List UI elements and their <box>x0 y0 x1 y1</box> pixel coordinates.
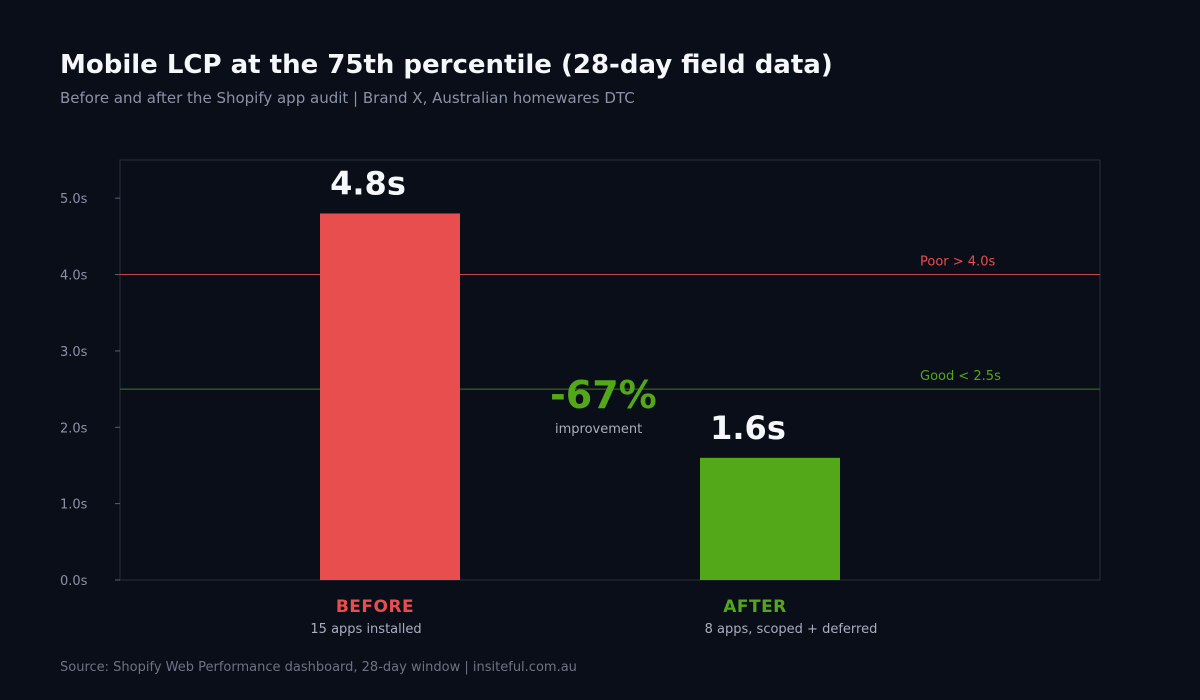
y-tick-label: 4.0s <box>60 269 88 284</box>
bar-before <box>320 213 460 581</box>
category-label-before: BEFORE <box>336 597 414 617</box>
plot-border <box>119 159 1101 581</box>
good-threshold-label: Good < 2.5s <box>920 369 1001 384</box>
improvement-caption: improvement <box>555 422 642 437</box>
y-tick-label: 2.0s <box>60 421 88 436</box>
value-label-after: 1.6s <box>710 409 786 447</box>
y-tick-label: 3.0s <box>60 345 88 360</box>
category-label-after: AFTER <box>723 597 787 617</box>
chart-subtitle: Before and after the Shopify app audit |… <box>60 89 635 107</box>
category-subtitle-before: 15 apps installed <box>310 622 421 637</box>
value-label-before: 4.8s <box>330 164 406 202</box>
poor-threshold-label: Poor > 4.0s <box>920 255 995 270</box>
category-subtitle-after: 8 apps, scoped + deferred <box>705 622 878 637</box>
y-tick-label: 5.0s <box>60 192 88 207</box>
source-note: Source: Shopify Web Performance dashboar… <box>60 660 577 675</box>
improvement-percent: -67% <box>550 373 657 417</box>
y-tick-label: 1.0s <box>60 498 88 513</box>
bar-after <box>700 457 840 580</box>
chart-title: Mobile LCP at the 75th percentile (28-da… <box>60 50 833 80</box>
y-tick-label: 0.0s <box>60 574 88 589</box>
